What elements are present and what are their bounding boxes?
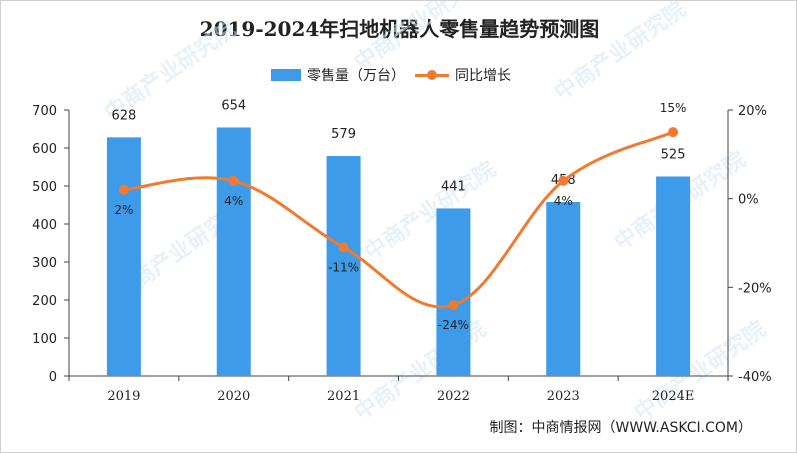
left-tick-label: 500 (32, 180, 57, 195)
chart-legend: 零售量（万台） 同比增长 (271, 65, 511, 85)
bar (216, 127, 251, 376)
left-tick-label: 300 (32, 256, 57, 271)
watermark-text: 中商产业研究院 (350, 1, 491, 76)
legend-bar-label: 零售量（万台） (307, 68, 405, 84)
left-tick-label: 400 (32, 218, 57, 233)
left-tick-label: 0 (49, 370, 57, 385)
x-tick-label: 2024E (652, 389, 695, 404)
legend-bar-swatch (271, 69, 301, 81)
bar-value-label: 525 (661, 148, 686, 163)
left-tick-label: 700 (32, 104, 57, 119)
growth-value-label: 4% (554, 194, 573, 208)
bar (326, 155, 361, 376)
x-tick-label: 2019 (107, 389, 140, 404)
bar-value-label: 628 (112, 108, 137, 123)
growth-value-label: 4% (224, 194, 243, 208)
growth-point (448, 300, 459, 311)
bar (656, 176, 691, 376)
growth-point (668, 127, 679, 138)
growth-value-label: 2% (114, 203, 133, 217)
left-tick-label: 600 (32, 142, 57, 157)
bar-value-label: 579 (331, 127, 356, 142)
chart-title: 2019-2024年扫地机器人零售量趋势预测图 (199, 17, 600, 41)
legend-line-label: 同比增长 (455, 68, 511, 84)
growth-point (118, 184, 129, 195)
bar-value-label: 654 (221, 98, 246, 113)
legend-item-line: 同比增长 (415, 65, 511, 85)
x-tick-label: 2020 (217, 389, 250, 404)
right-tick-label: -40% (738, 370, 772, 385)
watermark-text: 中商产业研究院 (360, 156, 501, 266)
legend-item-bar: 零售量（万台） (271, 65, 405, 85)
bar (546, 201, 581, 376)
growth-value-label: -24% (438, 318, 469, 332)
bar-value-label: 441 (441, 179, 466, 194)
bar (436, 208, 471, 376)
x-tick-label: 2022 (437, 389, 470, 404)
growth-value-label: -11% (328, 260, 359, 274)
growth-point (228, 175, 239, 186)
x-tick-label: 2023 (547, 389, 580, 404)
legend-line-swatch (415, 69, 449, 81)
growth-point (338, 242, 349, 253)
growth-value-label: 15% (660, 101, 687, 115)
watermark-text: 中商产业研究院 (550, 1, 691, 106)
right-tick-label: 0% (738, 193, 759, 208)
left-tick-label: 100 (32, 332, 57, 347)
x-tick-label: 2021 (327, 389, 360, 404)
right-tick-label: 20% (738, 104, 767, 119)
bar (106, 137, 141, 376)
left-tick-label: 200 (32, 294, 57, 309)
growth-point (558, 175, 569, 186)
right-tick-label: -20% (738, 281, 772, 296)
source-note: 制图：中商情报网（WWW.ASKCI.COM） (489, 420, 752, 436)
